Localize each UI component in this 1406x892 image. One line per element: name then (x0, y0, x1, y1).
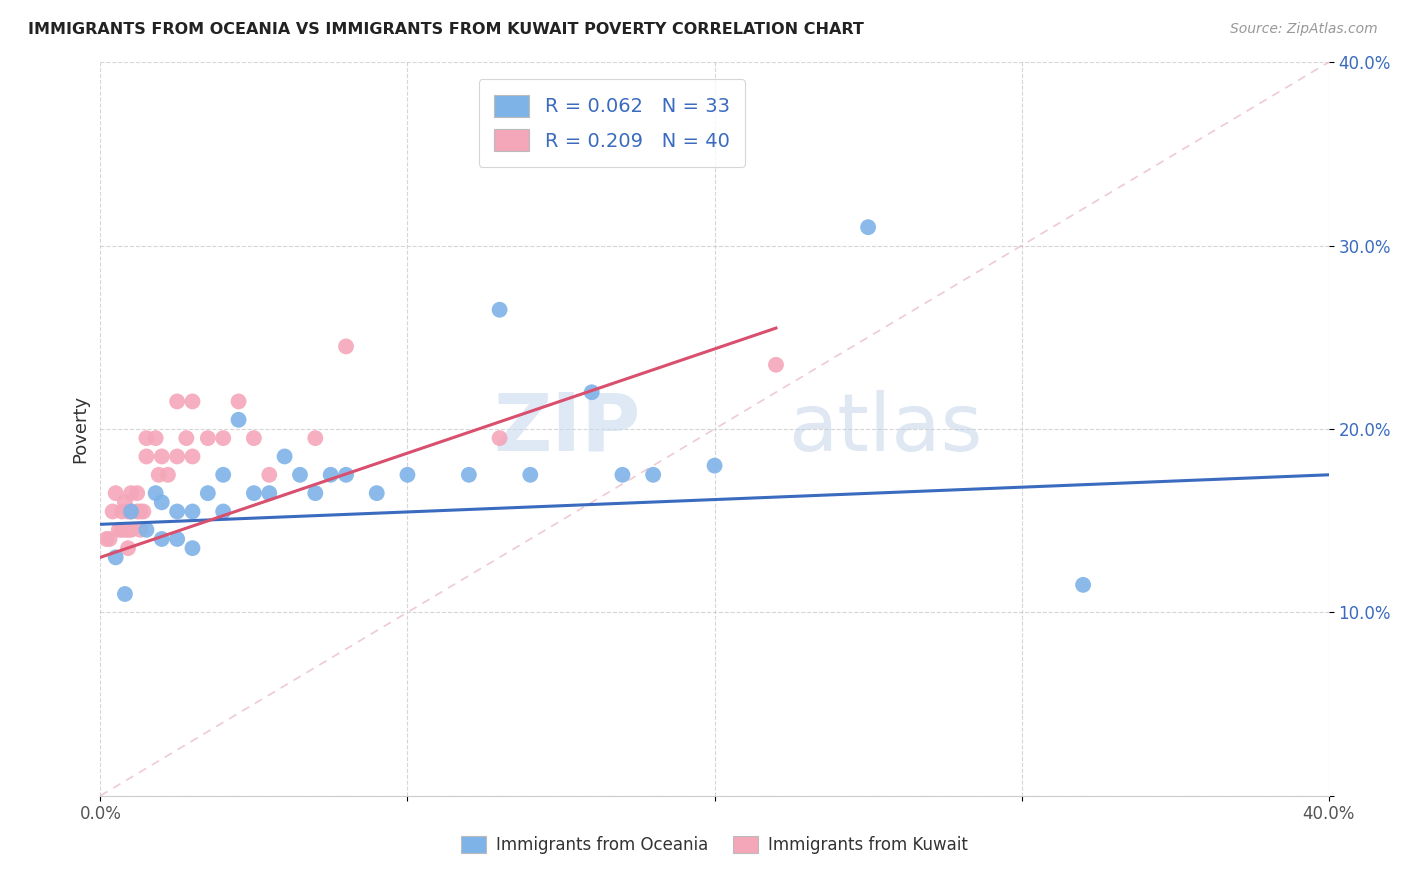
Point (135, 431, 157, 445)
Point (117, 523, 139, 537)
Point (120, 504, 142, 518)
Text: IMMIGRANTS FROM OCEANIA VS IMMIGRANTS FROM KUWAIT POVERTY CORRELATION CHART: IMMIGRANTS FROM OCEANIA VS IMMIGRANTS FR… (28, 22, 865, 37)
Point (127, 486, 149, 500)
Point (120, 486, 142, 500)
Point (581, 385, 603, 400)
Y-axis label: Poverty: Poverty (72, 395, 89, 463)
Text: ZIP: ZIP (494, 390, 641, 468)
Point (114, 495, 136, 509)
Point (304, 486, 326, 500)
Point (181, 541, 204, 556)
Point (228, 413, 250, 427)
Point (129, 504, 152, 518)
Point (166, 450, 188, 464)
Point (273, 450, 295, 464)
Point (228, 394, 250, 409)
Point (181, 450, 204, 464)
Point (145, 431, 167, 445)
Point (150, 495, 173, 509)
Point (120, 523, 142, 537)
Point (181, 504, 204, 518)
Point (243, 431, 266, 445)
Point (101, 504, 124, 518)
Point (176, 431, 198, 445)
Point (156, 467, 179, 482)
Point (856, 220, 879, 235)
Point (181, 394, 204, 409)
Point (197, 431, 219, 445)
Point (243, 486, 266, 500)
Point (145, 486, 167, 500)
Point (150, 532, 173, 546)
Text: atlas: atlas (789, 390, 983, 468)
Point (212, 431, 235, 445)
Point (117, 504, 139, 518)
Point (166, 532, 188, 546)
Point (98, 532, 121, 546)
Point (304, 431, 326, 445)
Point (335, 339, 357, 353)
Point (366, 486, 388, 500)
Point (117, 541, 139, 556)
Point (319, 467, 342, 482)
Point (148, 467, 170, 482)
Point (111, 523, 134, 537)
Point (120, 504, 142, 518)
Point (104, 550, 127, 565)
Point (488, 431, 510, 445)
Point (1071, 578, 1094, 592)
Point (643, 467, 665, 482)
Point (259, 486, 281, 500)
Point (288, 467, 311, 482)
Point (765, 358, 787, 372)
Point (135, 450, 157, 464)
Point (212, 504, 235, 518)
Point (166, 394, 188, 409)
Point (396, 467, 419, 482)
Legend: R = 0.062   N = 33, R = 0.209   N = 40: R = 0.062 N = 33, R = 0.209 N = 40 (478, 79, 745, 167)
Point (166, 504, 188, 518)
Point (335, 467, 357, 482)
Point (150, 450, 173, 464)
Point (96, 532, 118, 546)
Point (107, 523, 129, 537)
Point (132, 504, 155, 518)
Point (111, 504, 134, 518)
Point (457, 467, 479, 482)
Point (104, 486, 127, 500)
Point (129, 523, 152, 537)
Point (127, 504, 149, 518)
Point (612, 467, 634, 482)
Text: Source: ZipAtlas.com: Source: ZipAtlas.com (1230, 22, 1378, 37)
Point (197, 486, 219, 500)
Point (703, 458, 725, 473)
Point (259, 467, 281, 482)
Point (135, 523, 157, 537)
Point (212, 467, 235, 482)
Point (519, 467, 541, 482)
Point (488, 302, 510, 317)
Point (114, 523, 136, 537)
Point (114, 587, 136, 601)
